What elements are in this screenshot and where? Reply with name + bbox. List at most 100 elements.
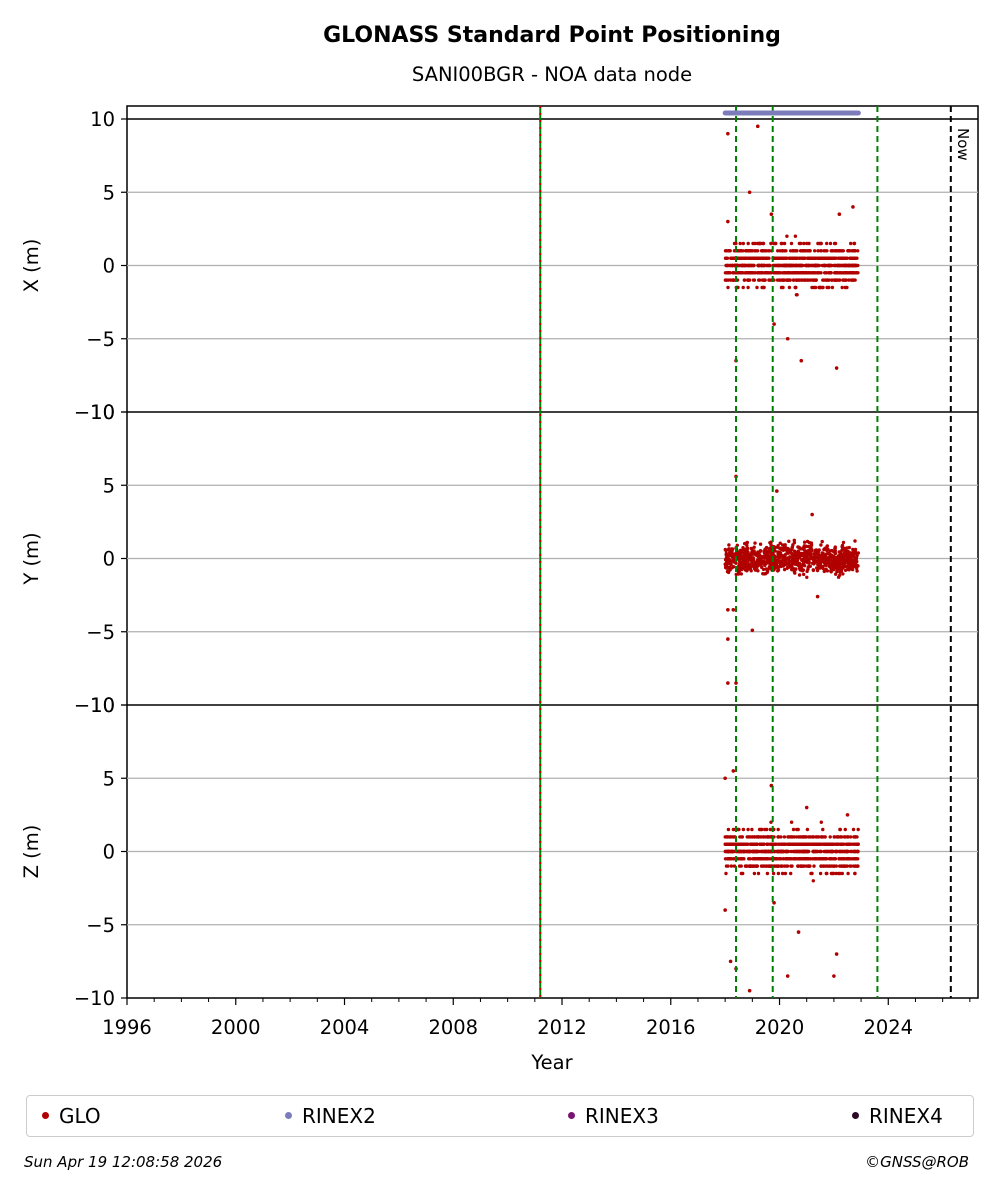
glo-point <box>759 563 763 567</box>
legend-label-rinex3: RINEX3 <box>585 1104 659 1128</box>
glo-point <box>731 278 735 282</box>
glo-point <box>750 827 754 832</box>
glo-point <box>815 271 820 275</box>
glo-point <box>759 558 763 563</box>
glo-point <box>830 285 835 290</box>
glo-point <box>790 556 794 561</box>
glo-point <box>852 241 856 246</box>
glo-outlier-point <box>775 489 779 493</box>
glo-outlier-point <box>785 974 790 978</box>
glo-point <box>724 548 728 553</box>
glo-point <box>776 849 780 854</box>
glo-point <box>776 835 781 839</box>
glo-point <box>757 263 761 268</box>
glo-point <box>807 548 811 552</box>
glo-point <box>843 835 847 839</box>
glo-outlier-point <box>772 322 776 326</box>
glo-point <box>805 569 809 574</box>
glo-point <box>727 543 731 547</box>
glo-point <box>783 871 788 876</box>
glo-point <box>765 554 769 559</box>
glo-point <box>745 546 750 551</box>
glo-point <box>802 561 806 565</box>
glo-point <box>815 842 820 846</box>
glo-point <box>805 539 810 544</box>
glo-point <box>848 558 852 562</box>
glo-point <box>761 256 766 260</box>
glo-point <box>738 241 742 246</box>
glo-point <box>739 871 744 876</box>
glo-point <box>795 842 800 846</box>
glo-point <box>781 285 785 290</box>
glo-point <box>739 572 743 576</box>
legend-label-rinex2: RINEX2 <box>302 1104 376 1128</box>
glo-point <box>755 566 759 570</box>
glo-point <box>795 557 799 561</box>
glo-point <box>785 549 789 553</box>
glo-point <box>852 857 856 861</box>
glo-point <box>843 548 848 552</box>
glo-point <box>753 541 757 545</box>
glo-point <box>741 285 745 290</box>
glo-point <box>738 835 742 839</box>
glo-point <box>768 271 772 275</box>
glo-point <box>760 271 765 275</box>
glo-point <box>831 256 835 260</box>
glo-point <box>726 835 730 839</box>
glo-point <box>795 827 799 832</box>
glo-point <box>821 835 825 839</box>
glo-point <box>828 241 833 246</box>
glo-point <box>819 271 823 275</box>
glo-point <box>842 857 847 861</box>
glo-point <box>768 263 772 268</box>
glo-point <box>827 558 831 562</box>
glo-point <box>731 842 735 846</box>
glo-point <box>726 827 731 832</box>
glo-point <box>759 249 764 253</box>
glo-point <box>850 256 854 260</box>
glo-point <box>831 864 835 868</box>
glo-point <box>838 278 842 282</box>
glo-point <box>723 562 727 566</box>
glo-point <box>816 559 821 563</box>
glo-point <box>792 263 796 268</box>
glo-point <box>855 835 859 839</box>
y-axis-label: X (m) <box>20 239 43 293</box>
glo-point <box>774 241 778 246</box>
glo-point <box>763 249 767 253</box>
glo-point <box>793 568 797 572</box>
glo-point <box>840 285 844 290</box>
glo-point <box>825 842 829 846</box>
glo-point <box>765 263 770 268</box>
glo-point <box>779 864 783 868</box>
glo-point <box>800 256 805 260</box>
glo-point <box>785 234 789 238</box>
glo-point <box>757 857 762 861</box>
glo-point <box>785 278 789 282</box>
glo-point <box>727 857 731 861</box>
glo-point <box>726 864 730 868</box>
glo-point <box>850 278 854 282</box>
x-tick-label: 2020 <box>755 1016 805 1039</box>
glo-point <box>827 285 831 290</box>
glo-outlier-point <box>726 637 730 641</box>
glo-outlier-point <box>723 776 727 781</box>
glo-point <box>767 278 771 282</box>
glo-point <box>752 849 757 854</box>
glo-point <box>786 557 791 562</box>
legend-item-rinex4: RINEX4 <box>852 1104 943 1128</box>
glo-point <box>767 550 772 554</box>
glo-point <box>836 575 841 579</box>
x-tick-label: 2008 <box>428 1016 478 1039</box>
glo-point <box>737 842 741 846</box>
glo-point <box>806 857 810 861</box>
glo-point <box>812 842 816 846</box>
glo-point <box>776 569 780 573</box>
glo-point <box>745 835 749 839</box>
glo-point <box>756 871 761 876</box>
y-tick-label: −10 <box>74 987 115 1010</box>
glo-point <box>765 256 769 260</box>
glo-point <box>790 552 794 556</box>
glo-point <box>737 827 741 832</box>
glo-point <box>797 573 802 577</box>
